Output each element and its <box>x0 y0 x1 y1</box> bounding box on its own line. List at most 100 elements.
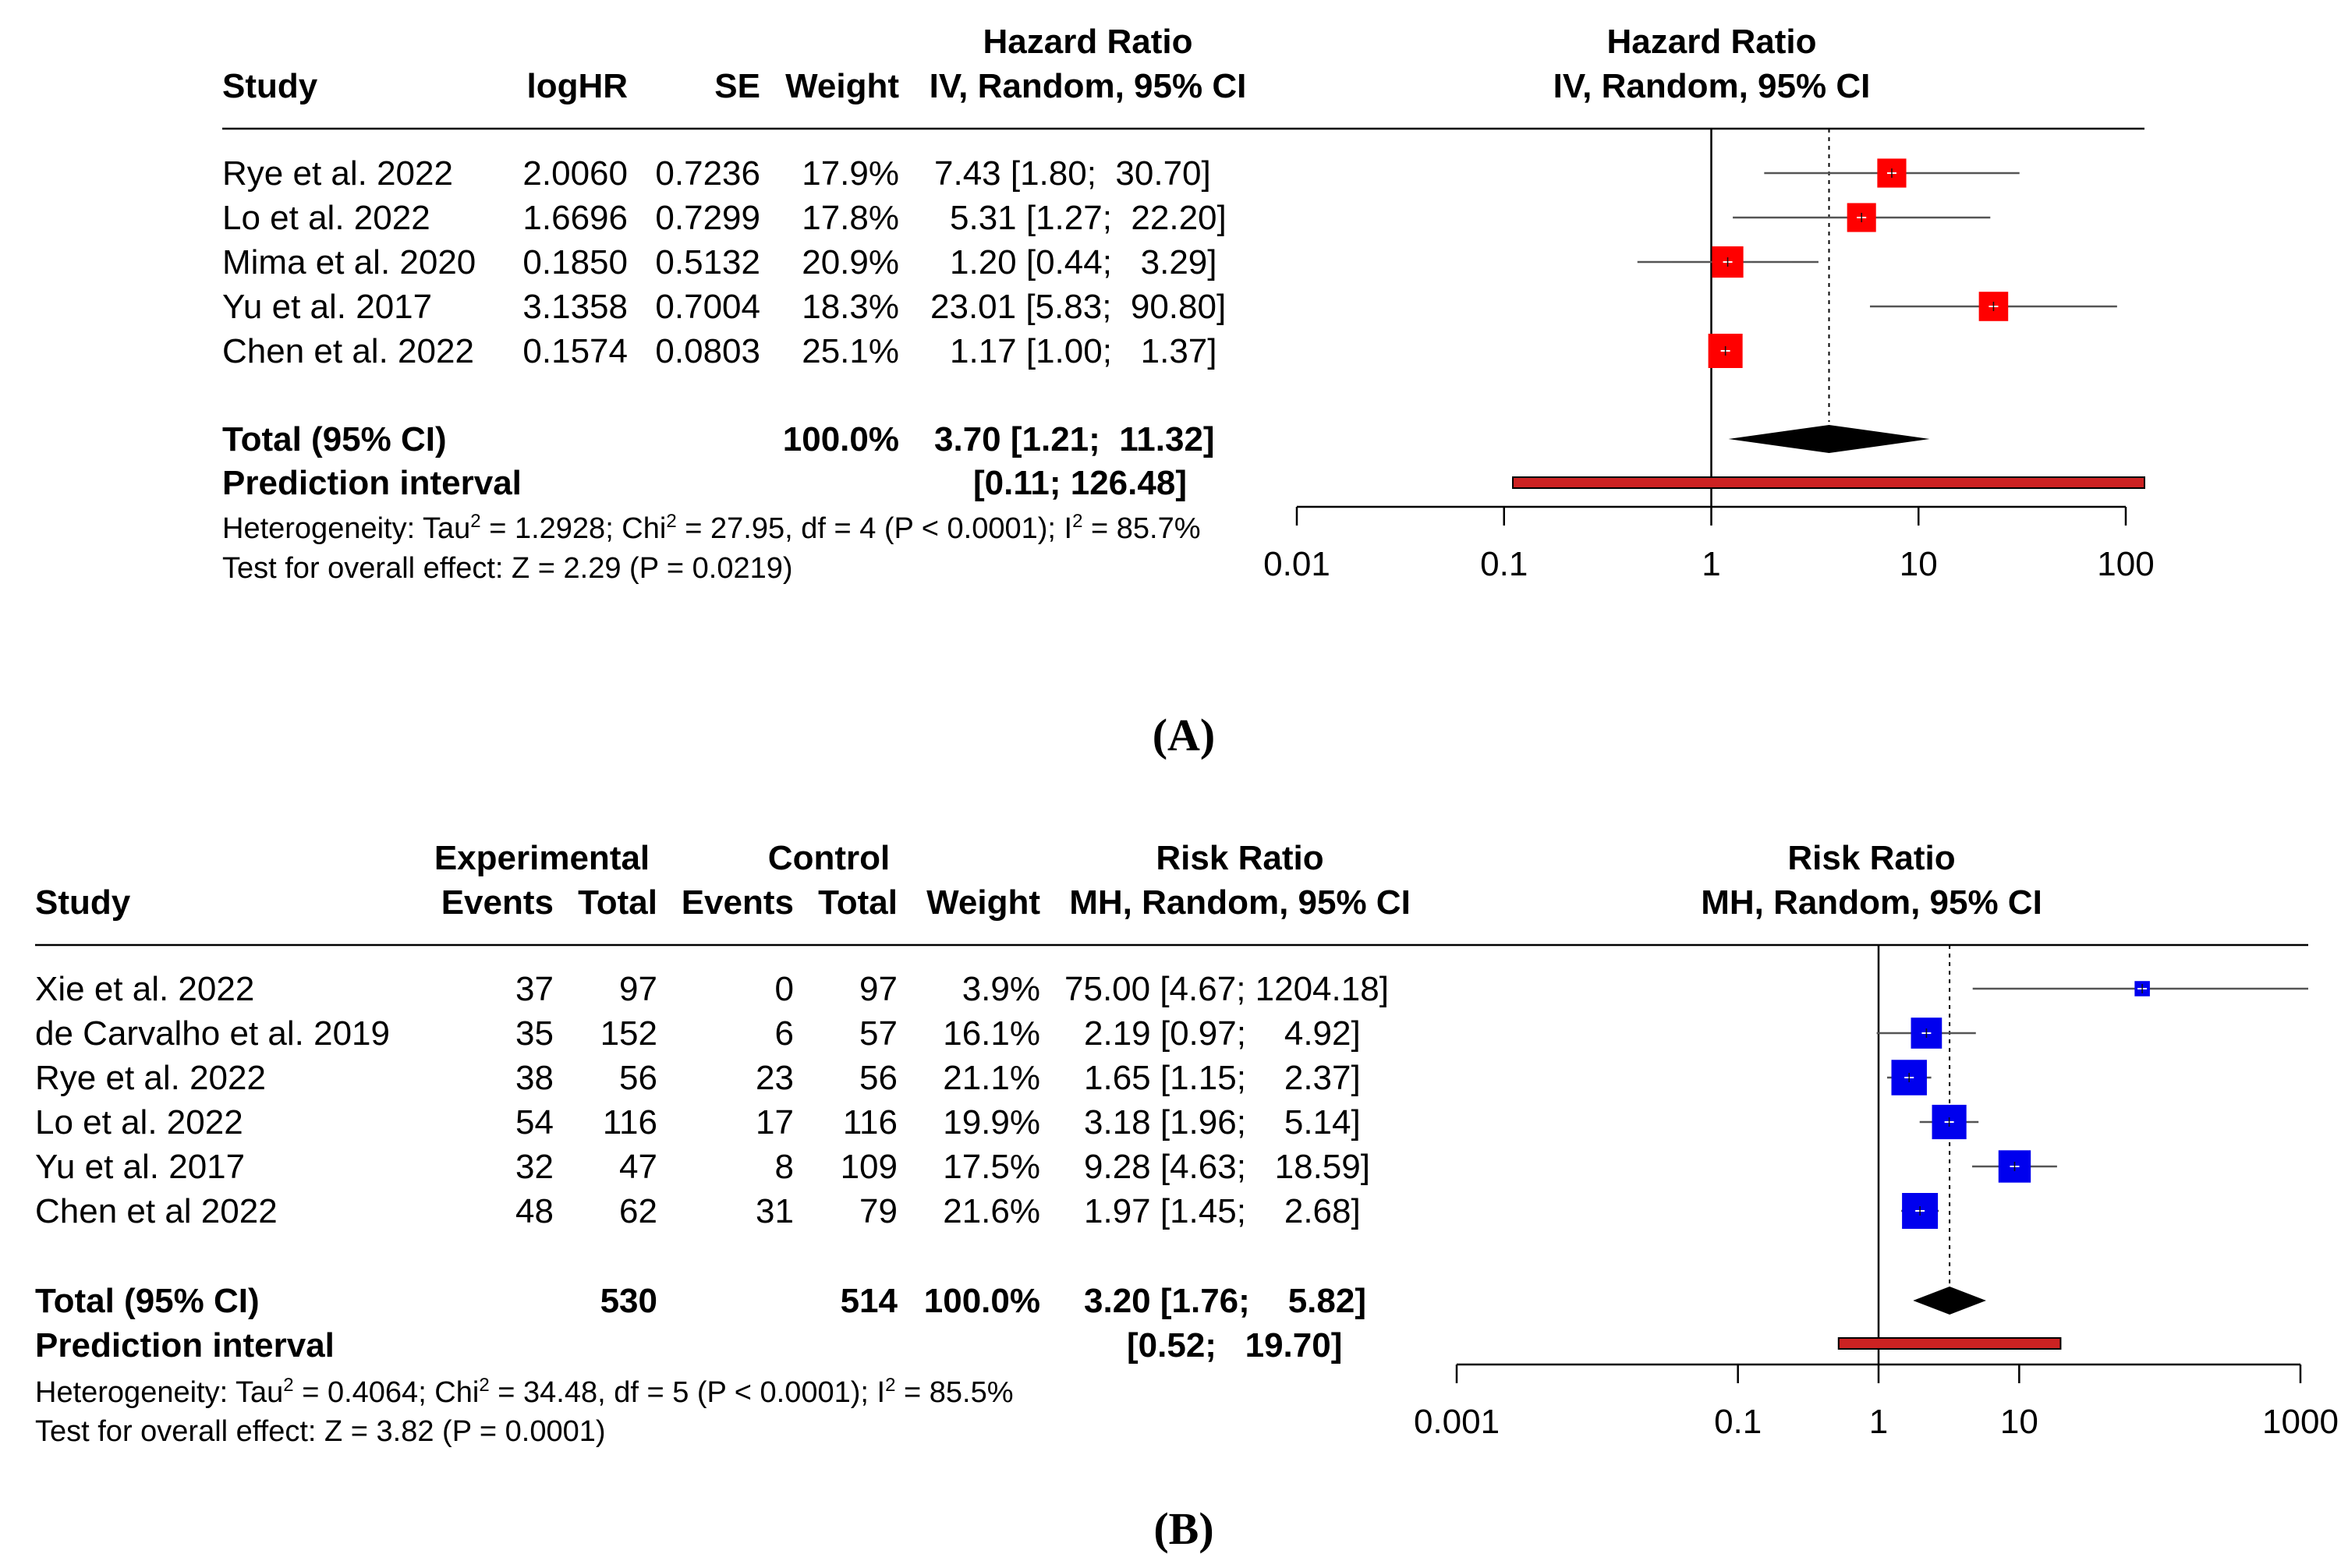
b-ctl-events: 17 <box>756 1103 794 1141</box>
a-study-se: 0.0803 <box>655 332 760 370</box>
b-weight: 21.1% <box>943 1059 1040 1097</box>
b-ctl-events: 0 <box>775 970 794 1008</box>
b-total-label: Total (95% CI) <box>35 1282 260 1320</box>
b-tick-label: 1000 <box>2262 1403 2339 1441</box>
b-header-control: Control <box>768 839 890 877</box>
b-study-name: Lo et al. 2022 <box>35 1103 243 1141</box>
a-study-ci: 1.20 [0.44; 3.29] <box>950 243 1216 281</box>
a-total-label: Total (95% CI) <box>222 420 447 458</box>
a-study-ci: 23.01 [5.83; 90.80] <box>930 288 1226 326</box>
b-exp-events: 48 <box>515 1192 554 1230</box>
b-header-ctl-total: Total <box>818 883 898 922</box>
b-tick-label: 1 <box>1869 1403 1888 1441</box>
a-study-se: 0.5132 <box>655 243 760 281</box>
b-total-ci: 3.20 [1.76; 5.82] <box>1084 1282 1366 1320</box>
a-prediction-bar <box>1512 476 2145 489</box>
a-study-ci: 7.43 [1.80; 30.70] <box>934 154 1211 193</box>
panel-b: Experimental Control Risk Ratio Study Ev… <box>35 839 2339 1554</box>
a-study-name: Rye et al. 2022 <box>222 154 453 193</box>
a-study-row: Mima et al. 2020 0.1850 0.5132 20.9% 1.2… <box>222 243 1216 281</box>
b-study-row: Chen et al 2022 48 62 31 79 21.6% 1.97 [… <box>35 1192 1361 1230</box>
a-study-loghr: 3.1358 <box>522 288 628 326</box>
a-effect-header-title: Hazard Ratio <box>983 23 1193 61</box>
a-effect-header-sub: IV, Random, 95% CI <box>930 67 1247 105</box>
b-ctl-total: 56 <box>859 1059 898 1097</box>
b-tick-label: 10 <box>2000 1403 2038 1441</box>
a-study-loghr: 1.6696 <box>522 199 628 237</box>
b-exp-events: 38 <box>515 1059 554 1097</box>
a-study-row: Chen et al. 2022 0.1574 0.0803 25.1% 1.1… <box>222 332 1216 370</box>
a-heterogeneity: Heterogeneity: Tau2 = 1.2928; Chi2 = 27.… <box>222 511 1201 545</box>
b-tick-label: 0.001 <box>1414 1403 1500 1441</box>
b-ctl-events: 23 <box>756 1059 794 1097</box>
a-study-loghr: 0.1850 <box>522 243 628 281</box>
b-pooled-diamond <box>1913 1287 1986 1315</box>
b-ctl-events: 6 <box>775 1014 794 1053</box>
b-study-ci: 1.97 [1.45; 2.68] <box>1084 1192 1361 1230</box>
b-weight: 16.1% <box>943 1014 1040 1053</box>
a-tick-label: 10 <box>1900 545 1938 583</box>
b-effect-header-title: Risk Ratio <box>1156 839 1323 877</box>
b-tick-label: 0.1 <box>1714 1403 1762 1441</box>
b-plot-header-sub: MH, Random, 95% CI <box>1701 883 2042 922</box>
b-study-row: Lo et al. 2022 54 116 17 116 19.9% 3.18 … <box>35 1103 1361 1141</box>
b-heterogeneity: Heterogeneity: Tau2 = 0.4064; Chi2 = 34.… <box>35 1375 1014 1409</box>
b-weight: 17.5% <box>943 1148 1040 1186</box>
a-study-name: Mima et al. 2020 <box>222 243 476 281</box>
b-ctl-events: 31 <box>756 1192 794 1230</box>
a-study-row: Rye et al. 2022 2.0060 0.7236 17.9% 7.43… <box>222 154 1211 193</box>
b-plot-header-title: Risk Ratio <box>1787 839 1955 877</box>
a-prediction-label: Prediction interval <box>222 464 522 502</box>
b-study-row: Rye et al. 2022 38 56 23 56 21.1% 1.65 [… <box>35 1059 1361 1097</box>
a-study-weight: 25.1% <box>802 332 899 370</box>
a-plot-header-title: Hazard Ratio <box>1607 23 1817 61</box>
a-study-name: Yu et al. 2017 <box>222 288 432 326</box>
b-ctl-total: 97 <box>859 970 898 1008</box>
a-study-name: Chen et al. 2022 <box>222 332 474 370</box>
b-total-ctl: 514 <box>841 1282 898 1320</box>
a-plot-header-sub: IV, Random, 95% CI <box>1553 67 1871 105</box>
b-exp-total: 62 <box>619 1192 657 1230</box>
b-plot-area: 0.001 0.1 1 10 1000 <box>1414 945 2339 1441</box>
b-study-name: Chen et al 2022 <box>35 1192 278 1230</box>
b-ctl-events: 8 <box>775 1148 794 1186</box>
a-study-se: 0.7236 <box>655 154 760 193</box>
b-ctl-total: 116 <box>843 1103 898 1141</box>
b-ctl-total: 79 <box>859 1192 898 1230</box>
b-total-exp: 530 <box>600 1282 657 1320</box>
b-header-exp-events: Events <box>441 883 554 922</box>
b-study-name: Rye et al. 2022 <box>35 1059 266 1097</box>
a-study-ci: 5.31 [1.27; 22.20] <box>950 199 1227 237</box>
b-exp-total: 47 <box>619 1148 657 1186</box>
b-study-name: Yu et al. 2017 <box>35 1148 245 1186</box>
a-study-row: Yu et al. 2017 3.1358 0.7004 18.3% 23.01… <box>222 288 1226 326</box>
b-header-ctl-events: Events <box>682 883 794 922</box>
a-header-weight: Weight <box>785 67 899 105</box>
a-header-se: SE <box>714 67 760 105</box>
b-study-ci: 9.28 [4.63; 18.59] <box>1084 1148 1370 1186</box>
panel-a: Hazard Ratio Study logHR SE Weight IV, R… <box>222 23 2155 760</box>
b-study-name: de Carvalho et al. 2019 <box>35 1014 390 1053</box>
b-study-ci: 3.18 [1.96; 5.14] <box>1084 1103 1361 1141</box>
a-tick-label: 0.1 <box>1480 545 1528 583</box>
b-study-ci: 1.65 [1.15; 2.37] <box>1084 1059 1361 1097</box>
a-pooled-diamond <box>1728 425 1930 453</box>
b-header-exp-total: Total <box>578 883 657 922</box>
a-total-weight: 100.0% <box>783 420 899 458</box>
a-study-ci: 1.17 [1.00; 1.37] <box>950 332 1216 370</box>
b-prediction-bar <box>1837 1337 2062 1350</box>
b-header-experimental: Experimental <box>434 839 650 877</box>
b-exp-total: 152 <box>600 1014 657 1053</box>
a-study-name: Lo et al. 2022 <box>222 199 430 237</box>
a-study-weight: 17.9% <box>802 154 899 193</box>
b-study-name: Xie et al. 2022 <box>35 970 254 1008</box>
a-study-loghr: 0.1574 <box>522 332 628 370</box>
b-study-row: de Carvalho et al. 2019 35 152 6 57 16.1… <box>35 1014 1361 1053</box>
a-plot-area: 0.01 0.1 1 10 100 <box>1263 129 2155 583</box>
a-tick-label: 1 <box>1702 545 1720 583</box>
b-study-ci: 2.19 [0.97; 4.92] <box>1084 1014 1361 1053</box>
b-header-study: Study <box>35 883 131 922</box>
a-study-weight: 20.9% <box>802 243 899 281</box>
a-panel-label: (A) <box>1153 710 1216 760</box>
